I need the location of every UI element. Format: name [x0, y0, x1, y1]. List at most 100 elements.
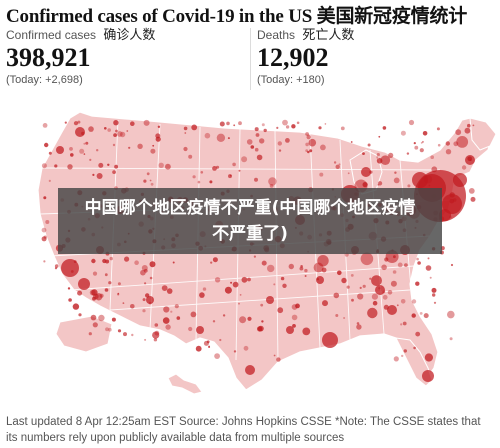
case-bubble — [350, 141, 353, 143]
case-bubble — [266, 296, 274, 304]
case-bubble — [98, 162, 104, 168]
case-bubble — [212, 320, 216, 323]
case-bubble — [322, 300, 328, 307]
case-bubble — [238, 302, 240, 305]
case-bubble — [204, 132, 211, 139]
case-bubble — [318, 126, 322, 130]
case-bubble — [437, 143, 441, 147]
case-bubble — [292, 324, 296, 328]
case-bubble — [415, 281, 420, 286]
case-bubble — [291, 124, 296, 129]
case-bubble — [346, 285, 350, 289]
case-bubble — [148, 301, 152, 305]
case-bubble — [146, 296, 154, 304]
case-bubble — [226, 121, 230, 126]
case-bubble — [369, 170, 373, 174]
case-bubble — [393, 356, 399, 362]
case-bubble — [403, 349, 407, 353]
case-bubble — [453, 173, 467, 187]
case-bubble — [232, 281, 239, 288]
case-bubble — [96, 149, 99, 152]
case-bubble — [467, 123, 471, 128]
case-bubble — [206, 340, 210, 344]
case-bubble — [394, 171, 397, 174]
case-bubble — [340, 126, 345, 131]
case-bubble — [117, 282, 121, 286]
case-bubble — [464, 127, 471, 134]
case-bubble — [90, 314, 97, 321]
case-bubble — [113, 120, 119, 126]
case-bubble — [154, 323, 159, 327]
case-bubble — [241, 156, 248, 163]
case-bubble — [324, 123, 327, 125]
case-bubble — [214, 353, 221, 359]
case-bubble — [214, 277, 221, 283]
case-bubble — [450, 263, 454, 267]
case-bubble — [367, 143, 371, 147]
case-bubble — [307, 150, 310, 154]
footer-note: Last updated 8 Apr 12:25am EST Source: J… — [6, 416, 481, 444]
case-bubble — [196, 326, 204, 334]
case-bubble — [278, 149, 282, 152]
case-bubble — [376, 153, 380, 157]
case-bubble — [85, 141, 89, 145]
case-bubble — [422, 370, 434, 382]
case-bubble — [378, 135, 381, 138]
case-bubble — [468, 188, 475, 194]
case-bubble — [429, 276, 432, 279]
case-bubble — [119, 131, 126, 138]
case-bubble — [163, 306, 170, 313]
case-bubble — [202, 287, 207, 291]
case-bubble — [43, 235, 47, 239]
case-bubble — [273, 283, 276, 286]
case-bubble — [306, 134, 311, 140]
case-bubble — [341, 277, 347, 284]
case-bubble — [376, 158, 383, 164]
case-bubble — [362, 152, 365, 156]
case-bubble — [183, 126, 188, 131]
case-bubble — [382, 294, 388, 300]
case-bubble — [155, 136, 161, 142]
case-bubble — [72, 303, 80, 310]
case-bubble — [268, 177, 277, 186]
case-bubble — [81, 131, 85, 136]
case-bubble — [295, 303, 300, 309]
case-bubble — [333, 161, 337, 164]
case-bubble — [383, 304, 389, 310]
case-bubble — [449, 337, 453, 341]
case-bubble — [243, 345, 249, 351]
case-bubble — [83, 153, 86, 155]
case-bubble — [421, 140, 424, 143]
case-bubble — [277, 307, 284, 314]
case-bubble — [406, 152, 410, 155]
case-bubble — [170, 310, 173, 313]
case-bubble — [407, 184, 411, 188]
case-bubble — [70, 153, 74, 157]
case-bubble — [362, 284, 366, 288]
confirmed-cases-label-cn: 确诊人数 — [103, 27, 156, 42]
case-bubble — [79, 148, 85, 154]
case-bubble — [77, 290, 83, 296]
case-bubble — [254, 147, 259, 152]
case-bubble — [153, 338, 158, 342]
case-bubble — [149, 276, 153, 280]
overlay-banner: 中国哪个地区疫情不严重(中国哪个地区疫情不严重了) — [58, 188, 442, 254]
case-bubble — [114, 164, 118, 169]
case-bubble — [428, 184, 431, 187]
case-bubble — [150, 148, 156, 154]
case-bubble — [376, 156, 379, 159]
case-bubble — [309, 149, 313, 153]
case-bubble — [404, 263, 408, 267]
case-bubble — [260, 303, 264, 307]
case-bubble — [390, 280, 397, 287]
case-bubble — [48, 179, 51, 182]
case-bubble — [282, 283, 287, 288]
case-bubble — [413, 142, 416, 145]
case-bubble — [449, 192, 455, 198]
case-bubble — [109, 256, 113, 261]
case-bubble — [380, 155, 391, 165]
case-bubble — [337, 270, 342, 276]
case-bubble — [88, 332, 92, 336]
case-bubble — [122, 302, 125, 304]
case-bubble — [128, 146, 131, 149]
